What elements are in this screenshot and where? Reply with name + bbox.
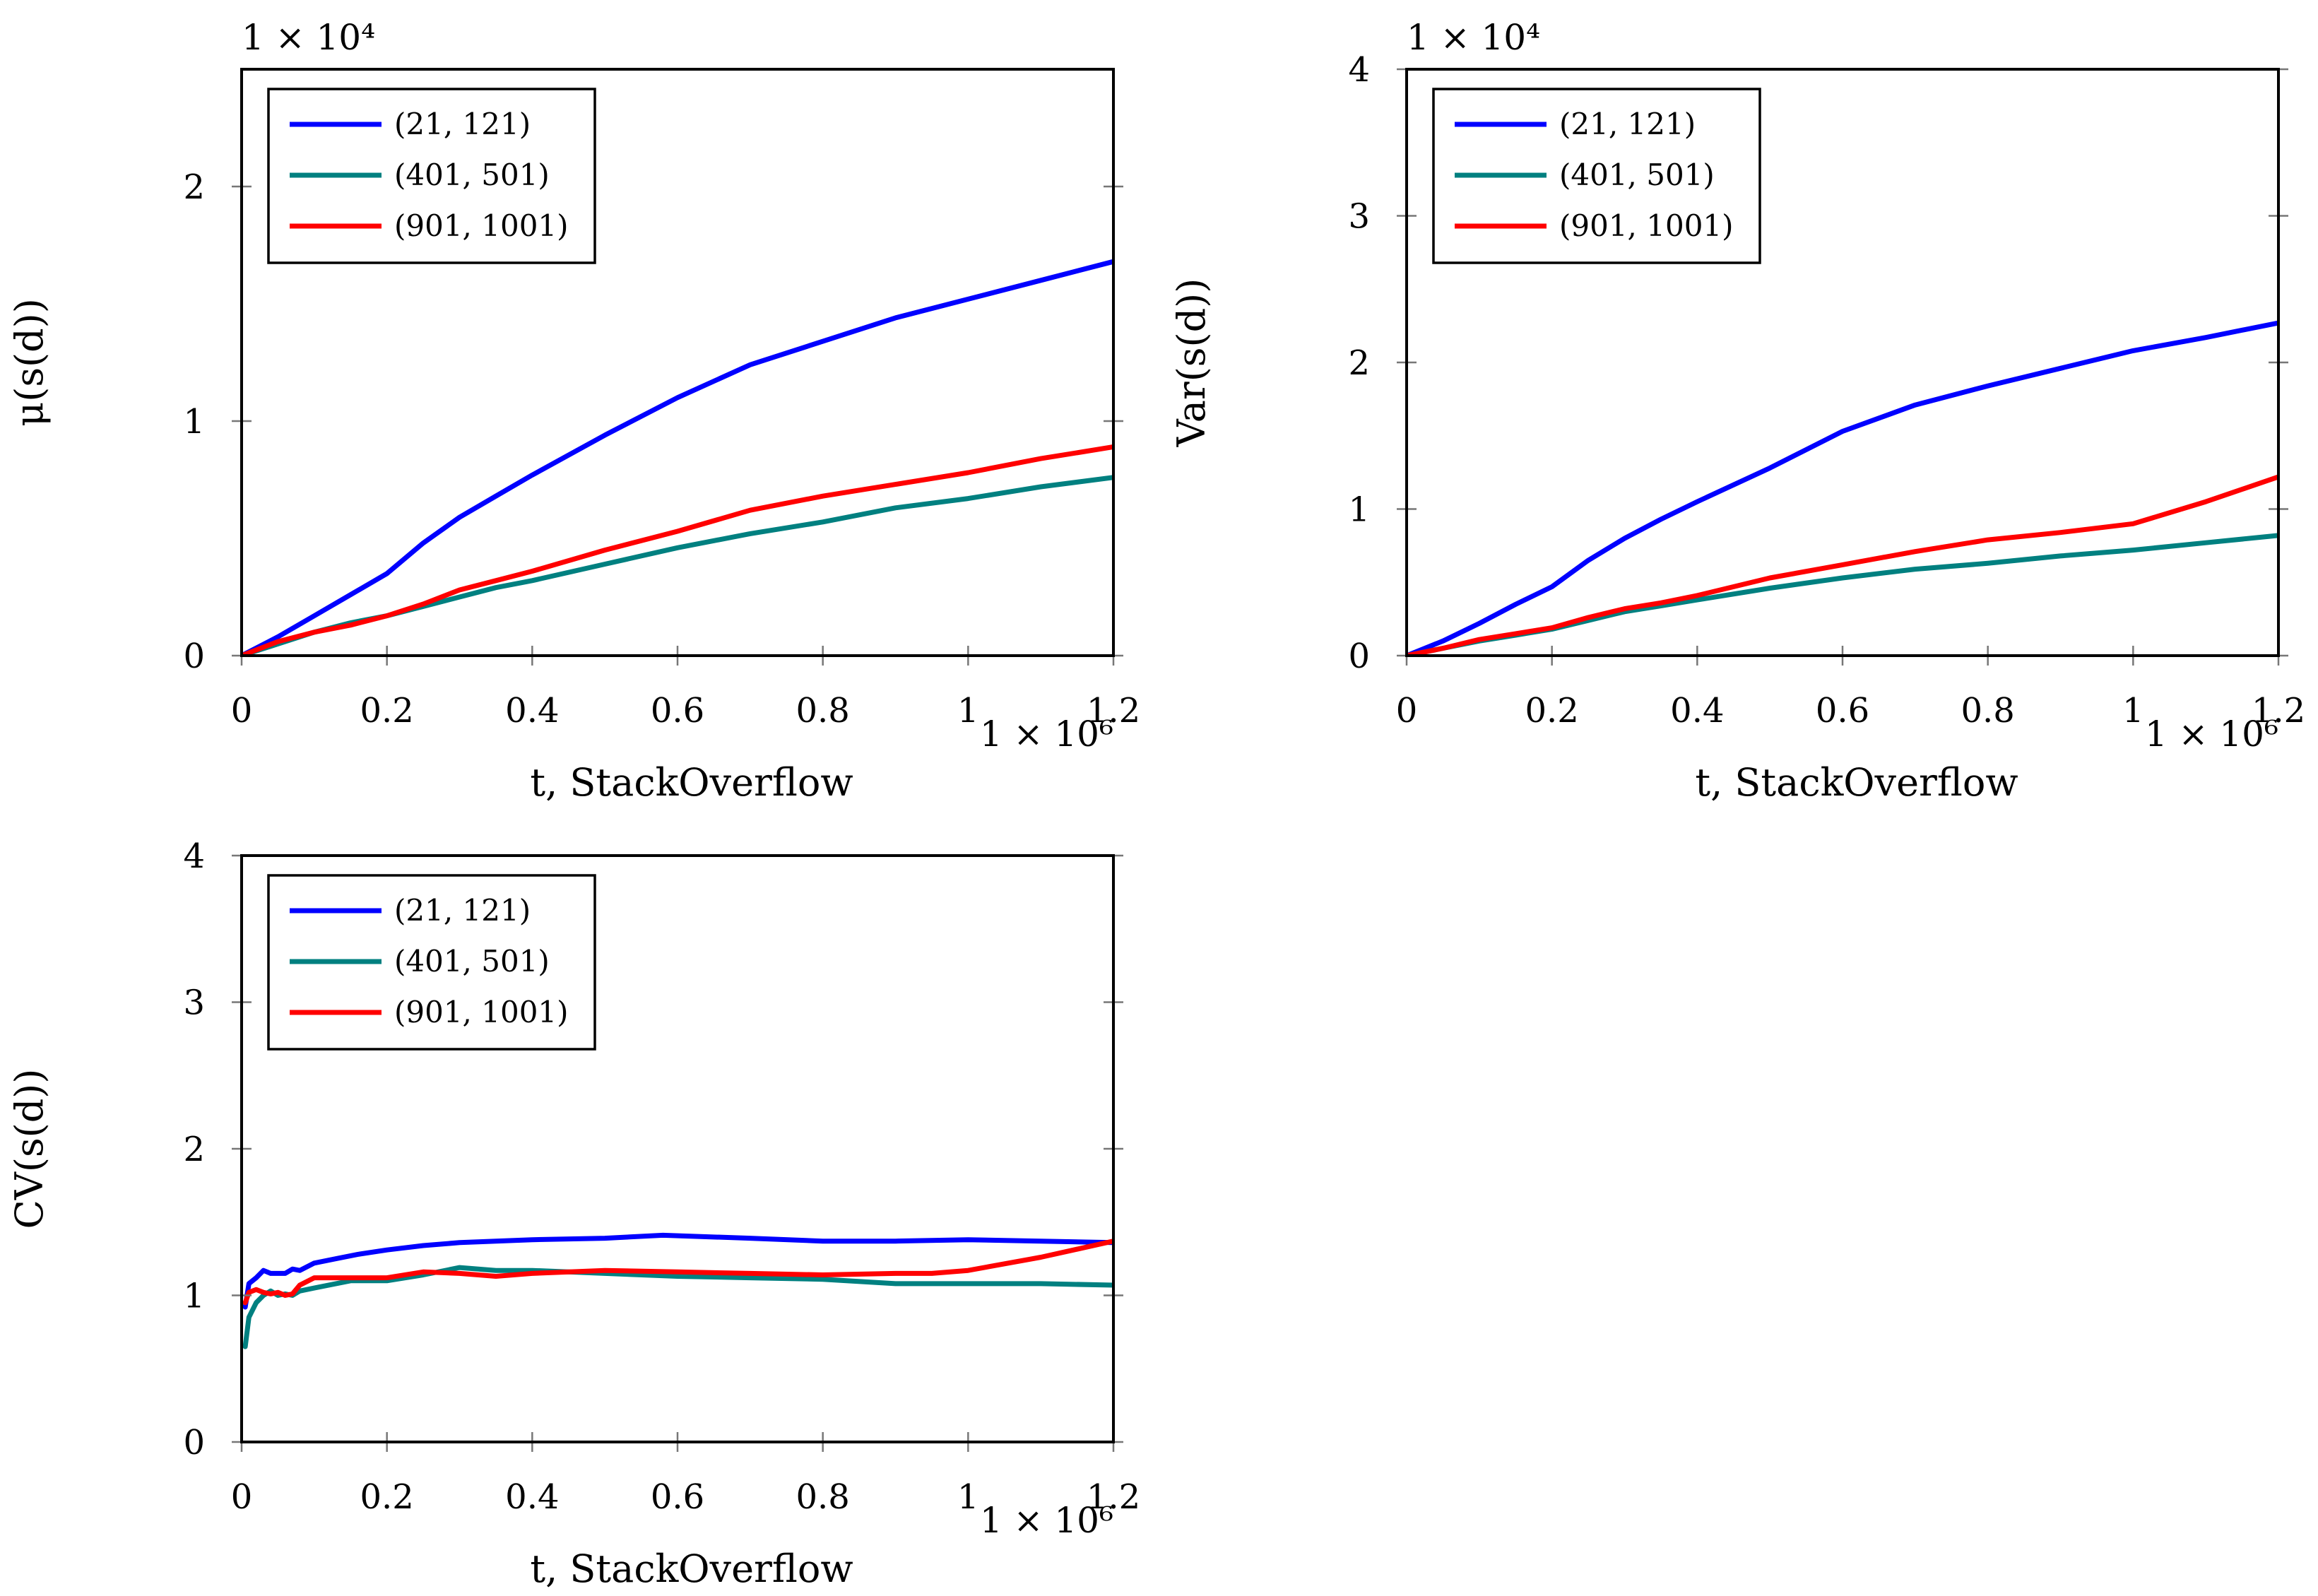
y-tick-label: 2 xyxy=(183,1130,205,1169)
y-tick-label: 3 xyxy=(1348,197,1370,237)
x-tick-label: 0.2 xyxy=(360,1477,413,1517)
legend-label: (21, 121) xyxy=(394,893,531,928)
x-tick-label: 0 xyxy=(231,1477,253,1517)
legend-label: (901, 1001) xyxy=(394,995,569,1029)
plot-frame xyxy=(240,854,1115,1443)
x-tick-label: 0.6 xyxy=(1816,691,1869,731)
y-tick-label: 4 xyxy=(183,837,205,876)
legend-label: (401, 501) xyxy=(394,158,550,192)
x-tick-label: 1 xyxy=(2122,691,2144,731)
y-tick-label: 0 xyxy=(1348,637,1370,676)
series-line-mean-2 xyxy=(242,444,1113,656)
y-tick-label: 0 xyxy=(183,637,205,676)
x-tick-label: 0 xyxy=(1396,691,1418,731)
legend-label: (901, 1001) xyxy=(394,208,569,243)
x-multiplier-label: 1 × 10⁶ xyxy=(2145,714,2278,755)
x-tick-label: 0.2 xyxy=(1525,691,1578,731)
legend-label: (401, 501) xyxy=(394,944,550,979)
x-tick-label: 1 xyxy=(957,1477,979,1517)
y-axis-label: CV(s(d)) xyxy=(7,1069,52,1229)
x-tick-label: 0.6 xyxy=(651,1477,704,1517)
y-tick-label: 1 xyxy=(183,402,205,442)
y-tick-label: 1 xyxy=(1348,490,1370,530)
series-line-variance-0 xyxy=(1407,320,2278,656)
legend: (21, 121) (401, 501) (901, 1001) xyxy=(267,88,596,264)
plot-frame xyxy=(1405,68,2280,657)
series-line-variance-2 xyxy=(1407,474,2278,656)
series-line-mean-1 xyxy=(242,475,1113,656)
x-tick-label: 0.4 xyxy=(505,1477,559,1517)
y-tick-label: 3 xyxy=(183,983,205,1023)
y-axis-label: μ(s(d)) xyxy=(7,298,52,427)
x-multiplier-label: 1 × 10⁶ xyxy=(980,1500,1113,1541)
x-tick-label: 1.2 xyxy=(1087,691,1140,731)
chart-variance: 0 0.2 0.4 0.6 0.8 1 1.2 0 1 2 3 4 t, StackOverflow Va… xyxy=(1169,17,2305,805)
series-line-cv-2 xyxy=(242,1239,1113,1306)
y-multiplier-label: 1 × 10⁴ xyxy=(242,17,375,58)
y-tick-label: 4 xyxy=(1348,50,1370,90)
series-line-cv-0 xyxy=(242,1232,1113,1310)
x-tick-label: 1.2 xyxy=(1087,1477,1140,1517)
x-tick-label: 0.2 xyxy=(360,691,413,731)
x-tick-label: 0.8 xyxy=(796,691,849,731)
legend-label: (401, 501) xyxy=(1559,158,1715,192)
x-tick-label: 1.2 xyxy=(2252,691,2305,731)
x-tick-label: 0.4 xyxy=(1670,691,1724,731)
x-axis-label: t, StackOverflow xyxy=(1695,760,2018,805)
y-axis-label: Var(s(d)) xyxy=(1169,278,1214,448)
series-line-mean-0 xyxy=(242,259,1113,656)
x-tick-label: 0 xyxy=(231,691,253,731)
x-tick-label: 0.8 xyxy=(1961,691,2014,731)
x-tick-label: 0.4 xyxy=(505,691,559,731)
legend-label: (21, 121) xyxy=(394,107,531,141)
legend: (21, 121) (401, 501) (901, 1001) xyxy=(1432,88,1761,264)
x-multiplier-label: 1 × 10⁶ xyxy=(980,714,1113,755)
plot-frame xyxy=(240,68,1115,657)
x-axis-label: t, StackOverflow xyxy=(530,1547,853,1591)
x-tick-label: 0.8 xyxy=(796,1477,849,1517)
chart-cv: 0 0.2 0.4 0.6 0.8 1 1.2 0 1 2 3 4 t, StackOverflow CV… xyxy=(7,837,1140,1591)
x-tick-label: 1 xyxy=(957,691,979,731)
x-axis-label: t, StackOverflow xyxy=(530,760,853,805)
legend: (21, 121) (401, 501) (901, 1001) xyxy=(267,874,596,1051)
y-tick-label: 1 xyxy=(183,1277,205,1316)
y-tick-label: 2 xyxy=(1348,343,1370,383)
x-tick-label: 0.6 xyxy=(651,691,704,731)
y-multiplier-label: 1 × 10⁴ xyxy=(1407,17,1540,58)
y-tick-label: 2 xyxy=(183,167,205,207)
chart-mean: 0 0.2 0.4 0.6 0.8 1 1.2 0 1 2 t, StackOverflow μ(s(… xyxy=(7,17,1140,805)
legend-label: (21, 121) xyxy=(1559,107,1696,141)
y-tick-label: 0 xyxy=(183,1423,205,1462)
legend-label: (901, 1001) xyxy=(1559,208,1734,243)
